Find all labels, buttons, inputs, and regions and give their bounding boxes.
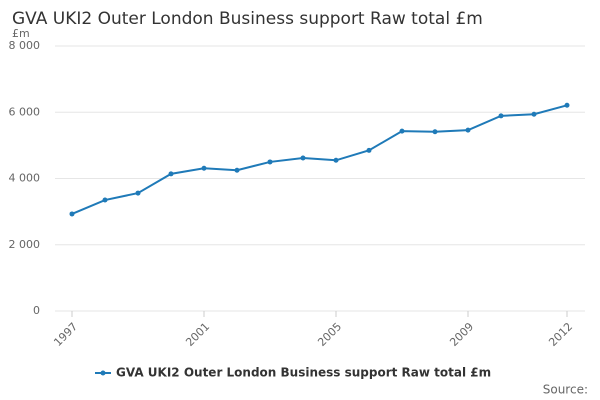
data-point — [399, 128, 405, 134]
y-unit: £m — [12, 27, 30, 40]
data-point — [201, 165, 207, 171]
data-point — [234, 167, 240, 173]
data-point — [531, 111, 537, 117]
chart-title: GVA UKI2 Outer London Business support R… — [12, 9, 483, 29]
data-point — [498, 113, 504, 119]
series-line — [71, 104, 568, 215]
y-tick-label: 2 000 — [9, 238, 41, 251]
data-point — [333, 157, 339, 163]
x-tick-label: 1997 — [51, 320, 80, 349]
data-point — [69, 211, 75, 217]
x-tick-label: 2005 — [315, 320, 344, 349]
data-point — [465, 127, 471, 133]
data-point — [432, 129, 438, 135]
y-tick-label: 6 000 — [9, 105, 41, 118]
data-point — [135, 190, 141, 196]
x-tick-label: 2001 — [183, 320, 212, 349]
data-point — [366, 147, 372, 153]
legend-marker — [100, 370, 106, 376]
y-tick-label: 4 000 — [9, 172, 41, 185]
data-point — [267, 159, 273, 165]
source: Source: — [543, 383, 588, 397]
data-point — [300, 155, 306, 161]
data-point — [564, 102, 570, 108]
y-tick-label: 0 — [33, 304, 40, 317]
legend-label: GVA UKI2 Outer London Business support R… — [116, 366, 491, 380]
data-point — [102, 197, 108, 203]
x-tick-label: 2009 — [447, 320, 476, 349]
x-tick-label: 2012 — [546, 320, 575, 349]
data-point — [168, 171, 174, 177]
y-tick-label: 8 000 — [9, 39, 41, 52]
